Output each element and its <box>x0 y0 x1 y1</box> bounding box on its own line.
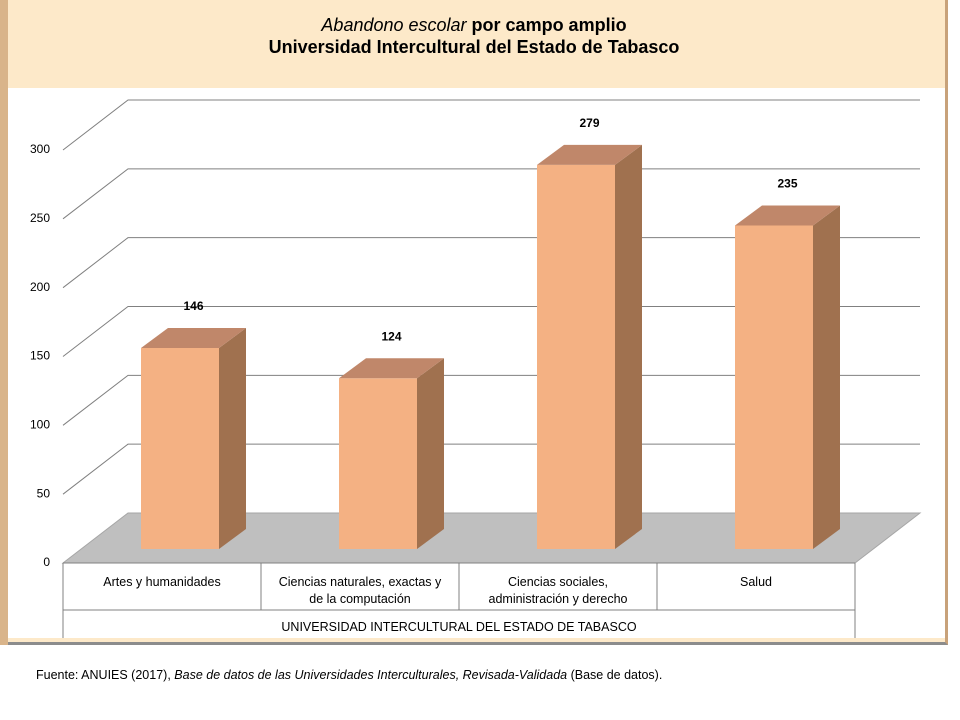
bar-front <box>339 378 417 549</box>
bar-side <box>219 328 246 549</box>
chart: 0 50 100 150 200 250 300 146 124 279 235 <box>30 99 922 638</box>
title-text: por campo amplio <box>471 15 627 35</box>
bar <box>141 328 246 549</box>
source-italic: Base de datos de las Universidades Inter… <box>174 668 568 682</box>
bar <box>735 205 840 549</box>
y-tick-label: 0 <box>43 555 50 569</box>
bar <box>339 358 444 549</box>
x-tick-label: Salud <box>740 575 772 589</box>
value-label: 235 <box>777 177 797 191</box>
bar-top <box>735 205 840 226</box>
bar-front <box>537 164 615 549</box>
grid-line <box>62 99 920 151</box>
grid-line <box>62 374 920 426</box>
bar-front <box>735 225 813 549</box>
bar-top <box>141 328 246 349</box>
y-tick-label: 100 <box>30 418 50 432</box>
source-note: Fuente: ANUIES (2017), Base de datos de … <box>36 668 662 682</box>
bar-side <box>615 144 642 549</box>
x-tick-label: Ciencias naturales, exactas y de la comp… <box>278 575 442 606</box>
grid-line <box>62 237 920 289</box>
grid-line <box>62 443 920 495</box>
group-label: UNIVERSIDAD INTERCULTURAL DEL ESTADO DE … <box>281 620 637 634</box>
source-suffix: (Base de datos). <box>570 668 663 682</box>
frame-strip <box>0 0 8 645</box>
bar-side <box>813 205 840 549</box>
chart-title: Abandono escolar por campo amplio Univer… <box>0 14 948 58</box>
bar <box>537 144 642 549</box>
x-tick-label: Artes y humanidades <box>103 575 221 589</box>
value-label: 279 <box>579 116 599 130</box>
y-tick-label: 250 <box>30 211 50 225</box>
bar-side <box>417 358 444 549</box>
source-prefix: Fuente: ANUIES (2017), <box>36 668 171 682</box>
grid-line <box>62 168 920 220</box>
bar-top <box>339 358 444 379</box>
bar-top <box>537 144 642 165</box>
y-tick-label: 50 <box>37 486 51 500</box>
y-tick-label: 300 <box>30 142 50 156</box>
value-label: 146 <box>183 299 203 313</box>
y-tick-label: 150 <box>30 349 50 363</box>
bar-front <box>141 348 219 549</box>
grid-line <box>62 306 920 357</box>
title-italic: Abandono escolar <box>321 15 467 35</box>
subtitle: Universidad Intercultural del Estado de … <box>268 37 680 57</box>
y-tick-label: 200 <box>30 280 50 294</box>
x-tick-label: Ciencias sociales, administración y dere… <box>488 575 628 606</box>
value-label: 124 <box>381 329 401 343</box>
